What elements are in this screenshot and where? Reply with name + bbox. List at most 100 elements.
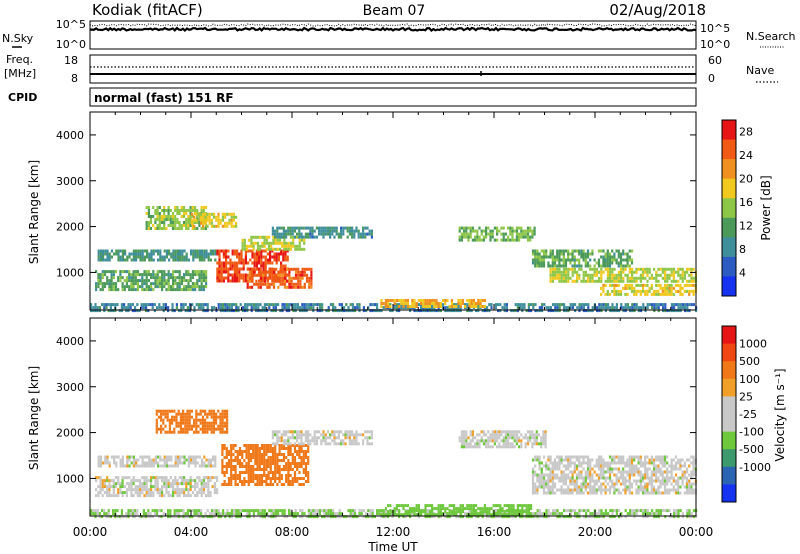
heatmap-cell [189, 209, 192, 212]
heatmap-cell [278, 465, 281, 468]
heatmap-cell [458, 439, 461, 443]
heatmap-cell [642, 276, 645, 280]
heatmap-cell [523, 303, 526, 307]
heatmap-cell [249, 456, 253, 459]
heatmap-cell [171, 515, 174, 519]
heatmap-cell [686, 309, 689, 313]
heatmap-cell [180, 282, 183, 286]
heatmap-cell [333, 226, 336, 230]
heatmap-cell [283, 515, 286, 519]
heatmap-cell [309, 226, 312, 230]
heatmap-cell [409, 305, 412, 308]
heatmap-cell [189, 488, 192, 492]
heatmap-cell [202, 479, 205, 483]
heatmap-cell [172, 288, 175, 292]
heatmap-cell [428, 513, 431, 517]
heatmap-cell [212, 455, 215, 459]
heatmap-cell [284, 249, 287, 253]
heatmap-cell [664, 306, 667, 310]
heatmap-cell [278, 247, 282, 251]
heatmap-cell [246, 512, 249, 516]
heatmap-cell [345, 515, 348, 519]
heatmap-cell [479, 305, 482, 308]
heatmap-cell [527, 510, 530, 514]
heatmap-cell [288, 303, 291, 307]
heatmap-cell [261, 241, 264, 245]
heatmap-cell [160, 424, 163, 428]
heatmap-cell [103, 282, 107, 286]
heatmap-cell [282, 229, 285, 233]
heatmap-cell [236, 273, 239, 277]
heatmap-cell [287, 247, 290, 251]
heatmap-cell [302, 444, 305, 447]
heatmap-cell [464, 507, 467, 511]
heatmap-cell [675, 309, 678, 313]
heatmap-cell [576, 306, 579, 310]
heatmap-cell [150, 485, 153, 489]
heatmap-cell [156, 282, 159, 286]
heatmap-cell [442, 303, 445, 307]
heatmap-cell [274, 456, 277, 459]
heatmap-cell [384, 515, 387, 519]
heatmap-cell [199, 212, 202, 216]
heatmap-cell [263, 468, 266, 471]
heatmap-cell [659, 303, 662, 307]
heatmap-cell [567, 515, 570, 519]
heatmap-cell [142, 512, 145, 516]
heatmap-cell [132, 249, 135, 253]
heatmap-cell [471, 436, 474, 440]
heatmap-cell [458, 235, 461, 239]
heatmap-cell [493, 439, 496, 443]
heatmap-cell [681, 292, 684, 296]
heatmap-cell [236, 477, 239, 480]
heatmap-cell [463, 442, 466, 446]
heatmap-cell [252, 247, 255, 251]
heatmap-cell [479, 510, 482, 514]
heatmap-cell [170, 255, 173, 259]
heatmap-cell [103, 306, 106, 310]
heatmap-cell [228, 515, 231, 519]
heatmap-cell [233, 279, 236, 283]
heatmap-cell [617, 276, 620, 280]
heatmap-cell [168, 464, 171, 468]
heatmap-cell [489, 238, 492, 242]
heatmap-cell [172, 488, 175, 492]
heatmap-cell [298, 238, 301, 242]
heatmap-cell [626, 292, 629, 296]
heatmap-cell [139, 249, 142, 253]
heatmap-cell [261, 512, 264, 516]
heatmap-cell [107, 512, 110, 516]
heatmap-cell [304, 439, 307, 443]
heatmap-cell [176, 491, 179, 495]
heatmap-cell [254, 456, 257, 459]
beam-title: Beam 07 [363, 3, 426, 19]
heatmap-cell [207, 458, 210, 462]
heatmap-cell [140, 303, 143, 307]
heatmap-cell [143, 485, 146, 489]
heatmap-cell [357, 235, 360, 239]
heatmap-cell [582, 279, 585, 283]
heatmap-cell [673, 515, 676, 519]
heatmap-cell [134, 479, 137, 483]
heatmap-cell [336, 309, 339, 313]
heatmap-cell [417, 309, 420, 313]
heatmap-cell [204, 418, 207, 422]
heatmap-cell [179, 255, 182, 259]
heatmap-cell [501, 507, 504, 511]
heatmap-cell [106, 282, 109, 286]
heatmap-cell [563, 303, 566, 307]
heatmap-cell [109, 303, 112, 307]
heatmap-cell [116, 515, 119, 519]
heatmap-cell [287, 244, 290, 248]
heatmap-cell [236, 264, 239, 268]
heatmap-cell [422, 510, 425, 514]
heatmap-cell [578, 512, 581, 516]
heatmap-cell [664, 270, 667, 274]
heatmap-cell [307, 442, 310, 446]
heatmap-cell [346, 430, 349, 434]
heatmap-cell [189, 273, 192, 277]
heatmap-cell [208, 215, 211, 219]
heatmap-cell [347, 306, 350, 310]
heatmap-cell [437, 305, 440, 308]
heatmap-cell [236, 483, 239, 486]
